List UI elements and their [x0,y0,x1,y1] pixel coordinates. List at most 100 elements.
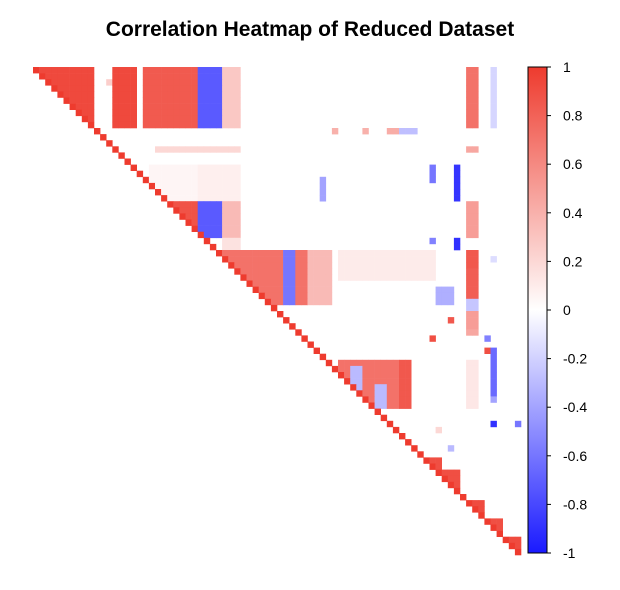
heatmap-cell [490,420,497,428]
heatmap-cell [392,250,400,257]
heatmap-cell [209,182,217,190]
heatmap-cell [386,256,394,263]
heatmap-cell [466,109,473,117]
heatmap-cell [112,146,119,153]
heatmap-cell [356,378,363,385]
heatmap-cell [216,115,223,123]
heatmap-cell [502,536,510,544]
heatmap-cell [63,97,70,104]
heatmap-cell [118,115,125,123]
heatmap-cell [222,73,229,80]
chart-title: Correlation Heatmap of Reduced Dataset [105,18,515,41]
heatmap-cell [270,304,278,312]
heatmap-cell [81,85,89,92]
heatmap-cell [386,268,394,275]
heatmap-cell [283,280,290,287]
heatmap-cell [295,268,302,275]
heatmap-cell [185,85,192,92]
heatmap-cell [216,146,223,153]
heatmap-cell [191,67,198,74]
heatmap-cell [234,250,241,257]
heatmap-cell [374,268,381,275]
heatmap-cell [490,524,497,531]
heatmap-cell [344,359,351,367]
colorbar-tick-label: -1 [563,545,576,561]
heatmap-cell [277,256,284,263]
heatmap-cell [209,115,217,123]
heatmap-cell [216,103,223,110]
heatmap-cell [167,91,174,98]
heatmap-cell [423,274,430,281]
heatmap-cell [399,384,406,391]
heatmap-cell [75,103,83,110]
heatmap-cell [350,365,357,373]
heatmap-cell [203,201,211,208]
heatmap-cell [118,103,125,110]
heatmap-cell [167,79,174,86]
heatmap-cell [496,518,503,525]
heatmap-cell [423,457,430,464]
heatmap-cell [69,85,76,92]
heatmap-cell [81,91,89,98]
heatmap-cell [313,274,320,281]
heatmap-cell [270,250,278,257]
heatmap-cell [472,329,479,336]
heatmap-cell [142,97,150,104]
heatmap-cell [234,91,241,98]
heatmap-cell [124,67,131,74]
heatmap-cell [472,207,479,214]
heatmap-cell [161,109,168,117]
heatmap-cell [252,286,259,293]
heatmap-cell [386,274,394,281]
heatmap-cell [466,219,473,226]
heatmap-cell [295,262,302,269]
heatmap-cell [319,182,327,190]
heatmap-cell [264,262,272,269]
heatmap-cell [380,359,388,367]
heatmap-cell [466,286,473,293]
heatmap-cell [441,475,449,483]
heatmap-cell [301,298,308,306]
heatmap-cell [130,73,137,80]
heatmap-cell [374,262,381,269]
heatmap-cell [258,250,266,257]
heatmap-cell [222,243,229,251]
heatmap-cell [490,67,497,74]
heatmap-cell [191,176,198,184]
heatmap-cell [307,262,314,269]
heatmap-cell [472,67,479,74]
heatmap-cell [209,91,217,98]
heatmap-cell [222,182,229,190]
heatmap-cell [472,304,479,312]
heatmap-cell [179,121,186,129]
heatmap-cell [405,378,412,385]
heatmap-cell [216,109,223,117]
heatmap-cell [350,378,357,385]
heatmap-cell [313,292,320,300]
heatmap-cell [51,85,58,92]
heatmap-cell [124,158,131,165]
heatmap-cell [466,365,473,373]
heatmap-cell [228,176,235,184]
heatmap-cell [307,268,314,275]
heatmap-cell [228,170,235,178]
heatmap-cell [411,128,418,135]
heatmap-cell [155,73,162,80]
heatmap-cell [453,237,461,245]
heatmap-cell [148,121,156,129]
heatmap-cell [197,103,205,110]
heatmap-cell [222,109,229,117]
colorbar: 1 0.8 0.6 0.4 0.2 0 -0.2 -0.4 -0.6 -0.8 -1 [527,59,587,561]
heatmap-cell [466,231,473,239]
heatmap-cell [466,384,473,391]
heatmap-cell [301,274,308,281]
heatmap-cell [466,225,473,232]
heatmap-cell [87,109,95,117]
heatmap-cell [490,91,497,98]
heatmap-cell [197,176,205,184]
heatmap-cell [252,262,259,269]
heatmap-cell [179,115,186,123]
heatmap-cell [216,121,223,129]
heatmap-cell [350,250,357,257]
heatmap-cell [191,109,198,117]
